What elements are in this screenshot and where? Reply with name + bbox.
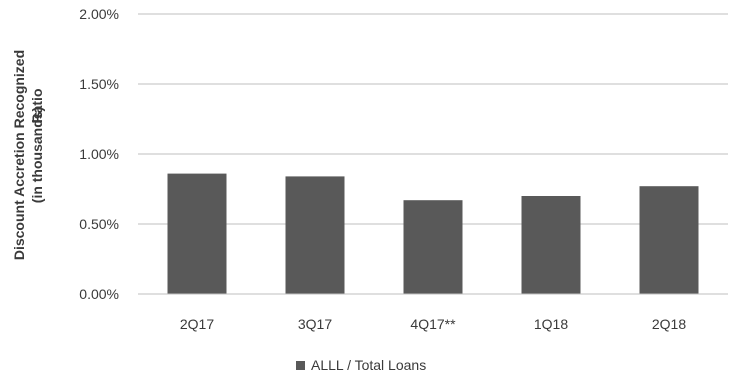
y-tick-label: 2.00% <box>79 6 119 22</box>
bar-series <box>167 173 699 294</box>
x-axis-ticks: 2Q17 3Q17 4Q17** 1Q18 2Q18 <box>180 316 686 332</box>
bar <box>285 176 345 294</box>
bar <box>521 196 581 294</box>
bar <box>639 186 699 294</box>
x-tick-label: 1Q18 <box>534 316 568 332</box>
y-axis-ticks: 0.00% 0.50% 1.00% 1.50% 2.00% <box>79 6 119 302</box>
bar <box>403 200 463 294</box>
legend-swatch <box>296 361 305 370</box>
legend: ALLL / Total Loans <box>296 357 426 373</box>
x-tick-label: 2Q17 <box>180 316 214 332</box>
y-axis-label-line2: (in thousands) <box>29 107 45 203</box>
y-tick-label: 0.50% <box>79 216 119 232</box>
x-tick-label: 3Q17 <box>298 316 332 332</box>
y-tick-label: 1.00% <box>79 146 119 162</box>
bar <box>167 173 227 294</box>
y-axis-label-line1: Discount Accretion Recognized <box>11 50 27 260</box>
x-tick-label: 2Q18 <box>652 316 686 332</box>
y-tick-label: 0.00% <box>79 286 119 302</box>
x-tick-label: 4Q17** <box>410 316 456 332</box>
y-tick-label: 1.50% <box>79 76 119 92</box>
y-axis-label: Discount Accretion Recognized (in thousa… <box>11 50 45 260</box>
legend-label: ALLL / Total Loans <box>311 357 426 373</box>
y-axis-label-overlap: Ratio <box>29 89 45 124</box>
